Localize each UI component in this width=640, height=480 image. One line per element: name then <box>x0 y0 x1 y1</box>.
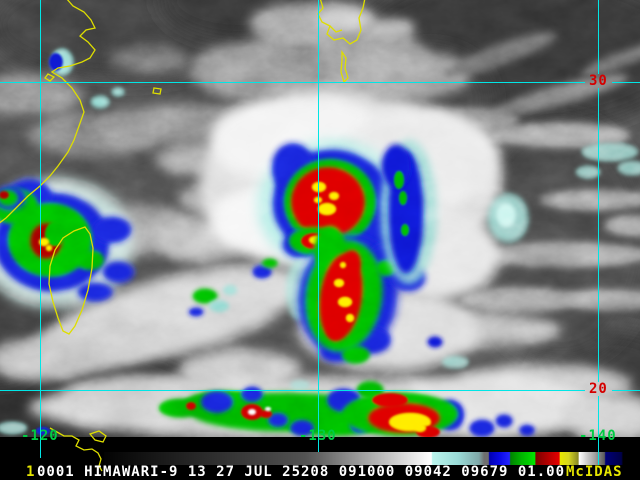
longitude-label-120: -120 <box>21 428 59 444</box>
coastline-luzon <box>49 427 103 472</box>
islet-offshore <box>152 87 162 95</box>
longitude-label-130: -130 <box>299 428 337 444</box>
island-tanegashima <box>340 49 349 84</box>
image-info-text: 0001 HIMAWARI-9 13 27 JUL 25208 091000 0… <box>37 464 566 480</box>
cloud-field <box>0 0 640 437</box>
longitude-label-140: -140 <box>579 428 617 444</box>
mcidas-brand-label: McIDAS <box>566 464 623 480</box>
coastline-taiwan <box>48 226 94 335</box>
latitude-label-20: 20 <box>589 381 608 397</box>
island-near-china <box>44 73 56 82</box>
cloud-texture-noise <box>0 0 640 437</box>
frame-number: 1 <box>26 464 36 480</box>
luzon-north-cape <box>88 430 107 443</box>
coastline-china <box>0 0 96 224</box>
latitude-label-30: 30 <box>589 73 608 89</box>
kyushu-bay <box>329 25 343 33</box>
status-bar: 1 0001 HIMAWARI-9 13 27 JUL 25208 091000… <box>0 464 640 480</box>
coastline-overlay <box>0 0 366 472</box>
enhancement-colorbar <box>104 452 632 465</box>
